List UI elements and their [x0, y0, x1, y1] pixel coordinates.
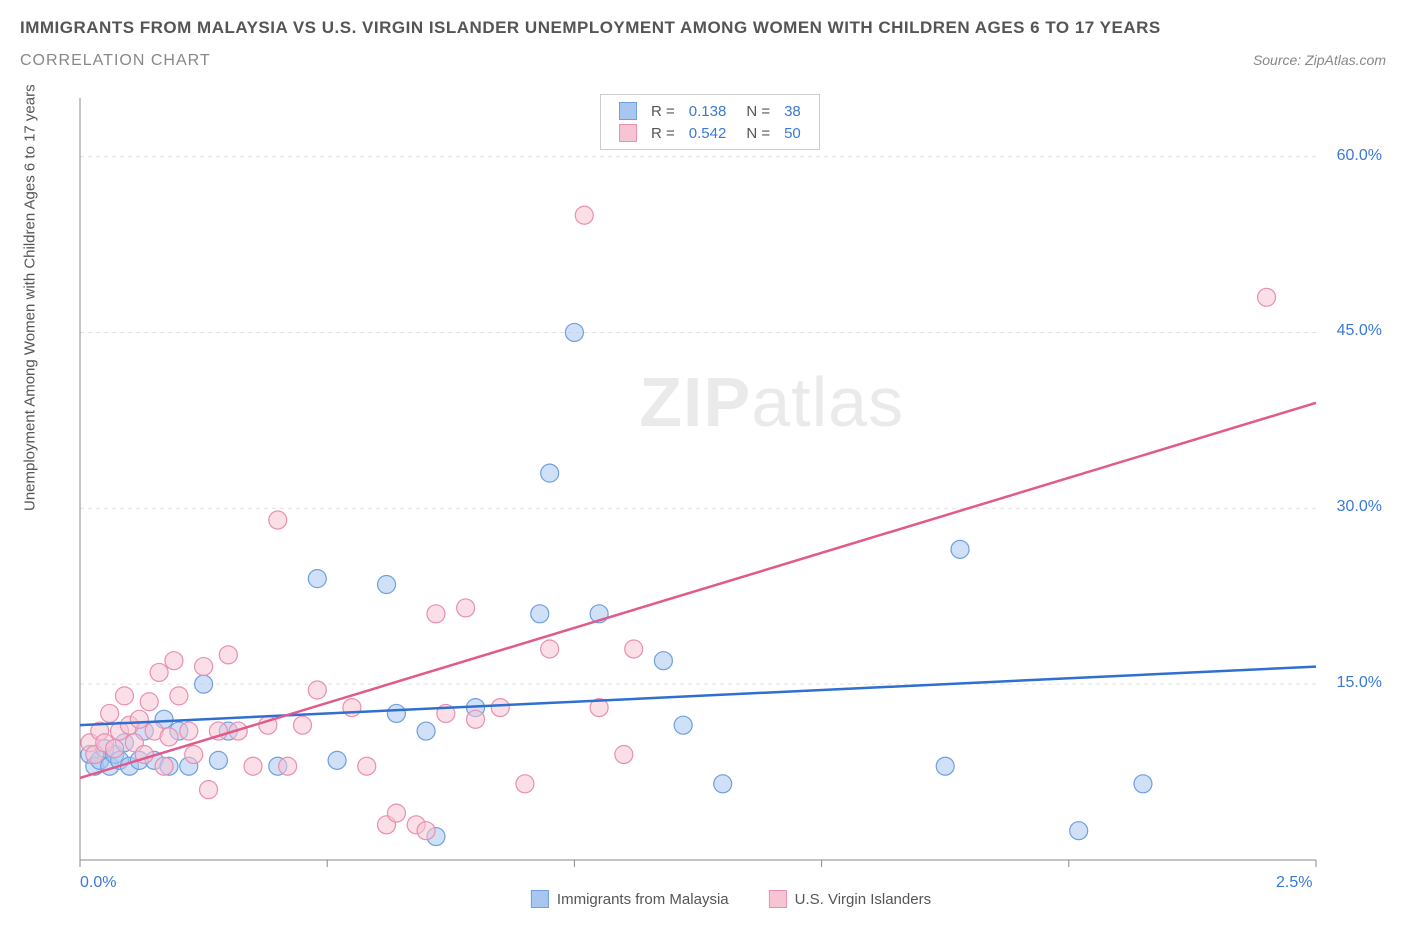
data-point — [427, 605, 445, 623]
data-point — [575, 206, 593, 224]
data-point — [185, 745, 203, 763]
data-point — [180, 722, 198, 740]
data-point — [541, 640, 559, 658]
data-point — [1258, 288, 1276, 306]
data-point — [417, 822, 435, 840]
data-point — [625, 640, 643, 658]
data-point — [244, 757, 262, 775]
data-point — [155, 757, 173, 775]
data-point — [219, 646, 237, 664]
chart-container: Unemployment Among Women with Children A… — [20, 92, 1386, 910]
y-tick-label: 60.0% — [1337, 147, 1382, 165]
header: IMMIGRANTS FROM MALAYSIA VS U.S. VIRGIN … — [0, 0, 1406, 70]
data-point — [936, 757, 954, 775]
data-point — [467, 710, 485, 728]
data-point — [714, 775, 732, 793]
chart-svg — [76, 92, 1386, 910]
subtitle: CORRELATION CHART — [20, 52, 211, 70]
data-point — [491, 699, 509, 717]
data-point — [654, 652, 672, 670]
data-point — [115, 687, 133, 705]
series-legend: Immigrants from Malaysia U.S. Virgin Isla… — [531, 890, 931, 908]
plot-area: 15.0%30.0%45.0%60.0%0.0%2.5%ZIPatlasR =0… — [76, 92, 1386, 910]
data-point — [195, 658, 213, 676]
data-point — [674, 716, 692, 734]
data-point — [531, 605, 549, 623]
data-point — [308, 570, 326, 588]
data-point — [328, 751, 346, 769]
data-point — [457, 599, 475, 617]
data-point — [615, 745, 633, 763]
x-tick-label-max: 2.5% — [1276, 874, 1312, 892]
data-point — [1134, 775, 1152, 793]
y-tick-label: 15.0% — [1337, 674, 1382, 692]
stats-legend: R =0.138N =38R =0.542N =50 — [600, 94, 820, 150]
data-point — [140, 693, 158, 711]
data-point — [565, 323, 583, 341]
data-point — [279, 757, 297, 775]
legend-item: Immigrants from Malaysia — [531, 890, 729, 908]
data-point — [170, 687, 188, 705]
data-point — [269, 511, 287, 529]
data-point — [951, 540, 969, 558]
data-point — [165, 652, 183, 670]
subtitle-row: CORRELATION CHART Source: ZipAtlas.com — [20, 52, 1386, 70]
data-point — [358, 757, 376, 775]
data-point — [387, 804, 405, 822]
y-axis-label: Unemployment Among Women with Children A… — [22, 491, 39, 511]
data-point — [130, 710, 148, 728]
data-point — [106, 740, 124, 758]
data-point — [541, 464, 559, 482]
legend-item: U.S. Virgin Islanders — [769, 890, 931, 908]
y-tick-label: 45.0% — [1337, 322, 1382, 340]
trend-line — [80, 403, 1316, 778]
y-tick-label: 30.0% — [1337, 498, 1382, 516]
data-point — [1070, 822, 1088, 840]
data-point — [195, 675, 213, 693]
data-point — [150, 663, 168, 681]
source-attribution: Source: ZipAtlas.com — [1253, 52, 1386, 68]
trend-line — [80, 667, 1316, 726]
data-point — [200, 781, 218, 799]
data-point — [101, 704, 119, 722]
data-point — [343, 699, 361, 717]
data-point — [293, 716, 311, 734]
data-point — [160, 728, 178, 746]
page-title: IMMIGRANTS FROM MALAYSIA VS U.S. VIRGIN … — [20, 18, 1386, 38]
x-tick-label-min: 0.0% — [80, 874, 116, 892]
data-point — [516, 775, 534, 793]
data-point — [209, 751, 227, 769]
data-point — [387, 704, 405, 722]
data-point — [417, 722, 435, 740]
data-point — [308, 681, 326, 699]
data-point — [378, 576, 396, 594]
